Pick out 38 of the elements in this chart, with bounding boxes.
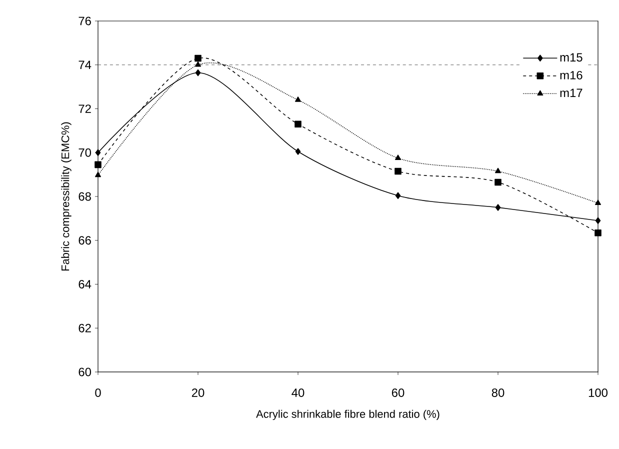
point xyxy=(595,217,601,224)
point xyxy=(594,230,602,236)
y-tick-label: 60 xyxy=(78,368,92,376)
point xyxy=(94,161,102,168)
y-tick-label: 70 xyxy=(78,148,92,157)
y-axis-title: Fabric compressibility (EMC%) xyxy=(61,122,72,270)
point xyxy=(394,168,402,175)
legend-label: m15 xyxy=(560,53,582,62)
y-tick-label: 62 xyxy=(78,324,91,332)
point xyxy=(395,192,401,200)
point xyxy=(95,172,102,178)
point xyxy=(195,61,202,67)
point xyxy=(595,200,602,205)
point xyxy=(295,96,302,102)
point xyxy=(494,178,502,186)
y-tick-label: 66 xyxy=(78,236,91,245)
x-tick-label: 60 xyxy=(392,388,404,397)
point xyxy=(395,154,402,160)
x-tick-label: 40 xyxy=(292,388,304,397)
point xyxy=(95,149,101,156)
x-tick-label: 100 xyxy=(588,388,608,397)
point xyxy=(295,148,301,155)
legend-label: m16 xyxy=(560,70,582,80)
y-tick-label: 76 xyxy=(78,16,91,26)
point xyxy=(495,204,501,211)
x-tick-label: 20 xyxy=(192,388,204,397)
y-tick-label: 72 xyxy=(78,104,91,113)
legend-label: m17 xyxy=(560,88,582,98)
y-tick-label: 64 xyxy=(78,280,92,288)
y-tick-label: 68 xyxy=(78,192,91,201)
point xyxy=(195,69,201,76)
x-tick-label: 80 xyxy=(492,388,504,397)
point xyxy=(294,120,302,128)
x-axis-title: Acrylic shrinkable fibre blend ratio (%) xyxy=(256,410,440,420)
y-tick-label: 74 xyxy=(78,60,92,69)
x-tick-label: 0 xyxy=(95,388,101,397)
point xyxy=(495,168,502,174)
point xyxy=(194,54,202,62)
